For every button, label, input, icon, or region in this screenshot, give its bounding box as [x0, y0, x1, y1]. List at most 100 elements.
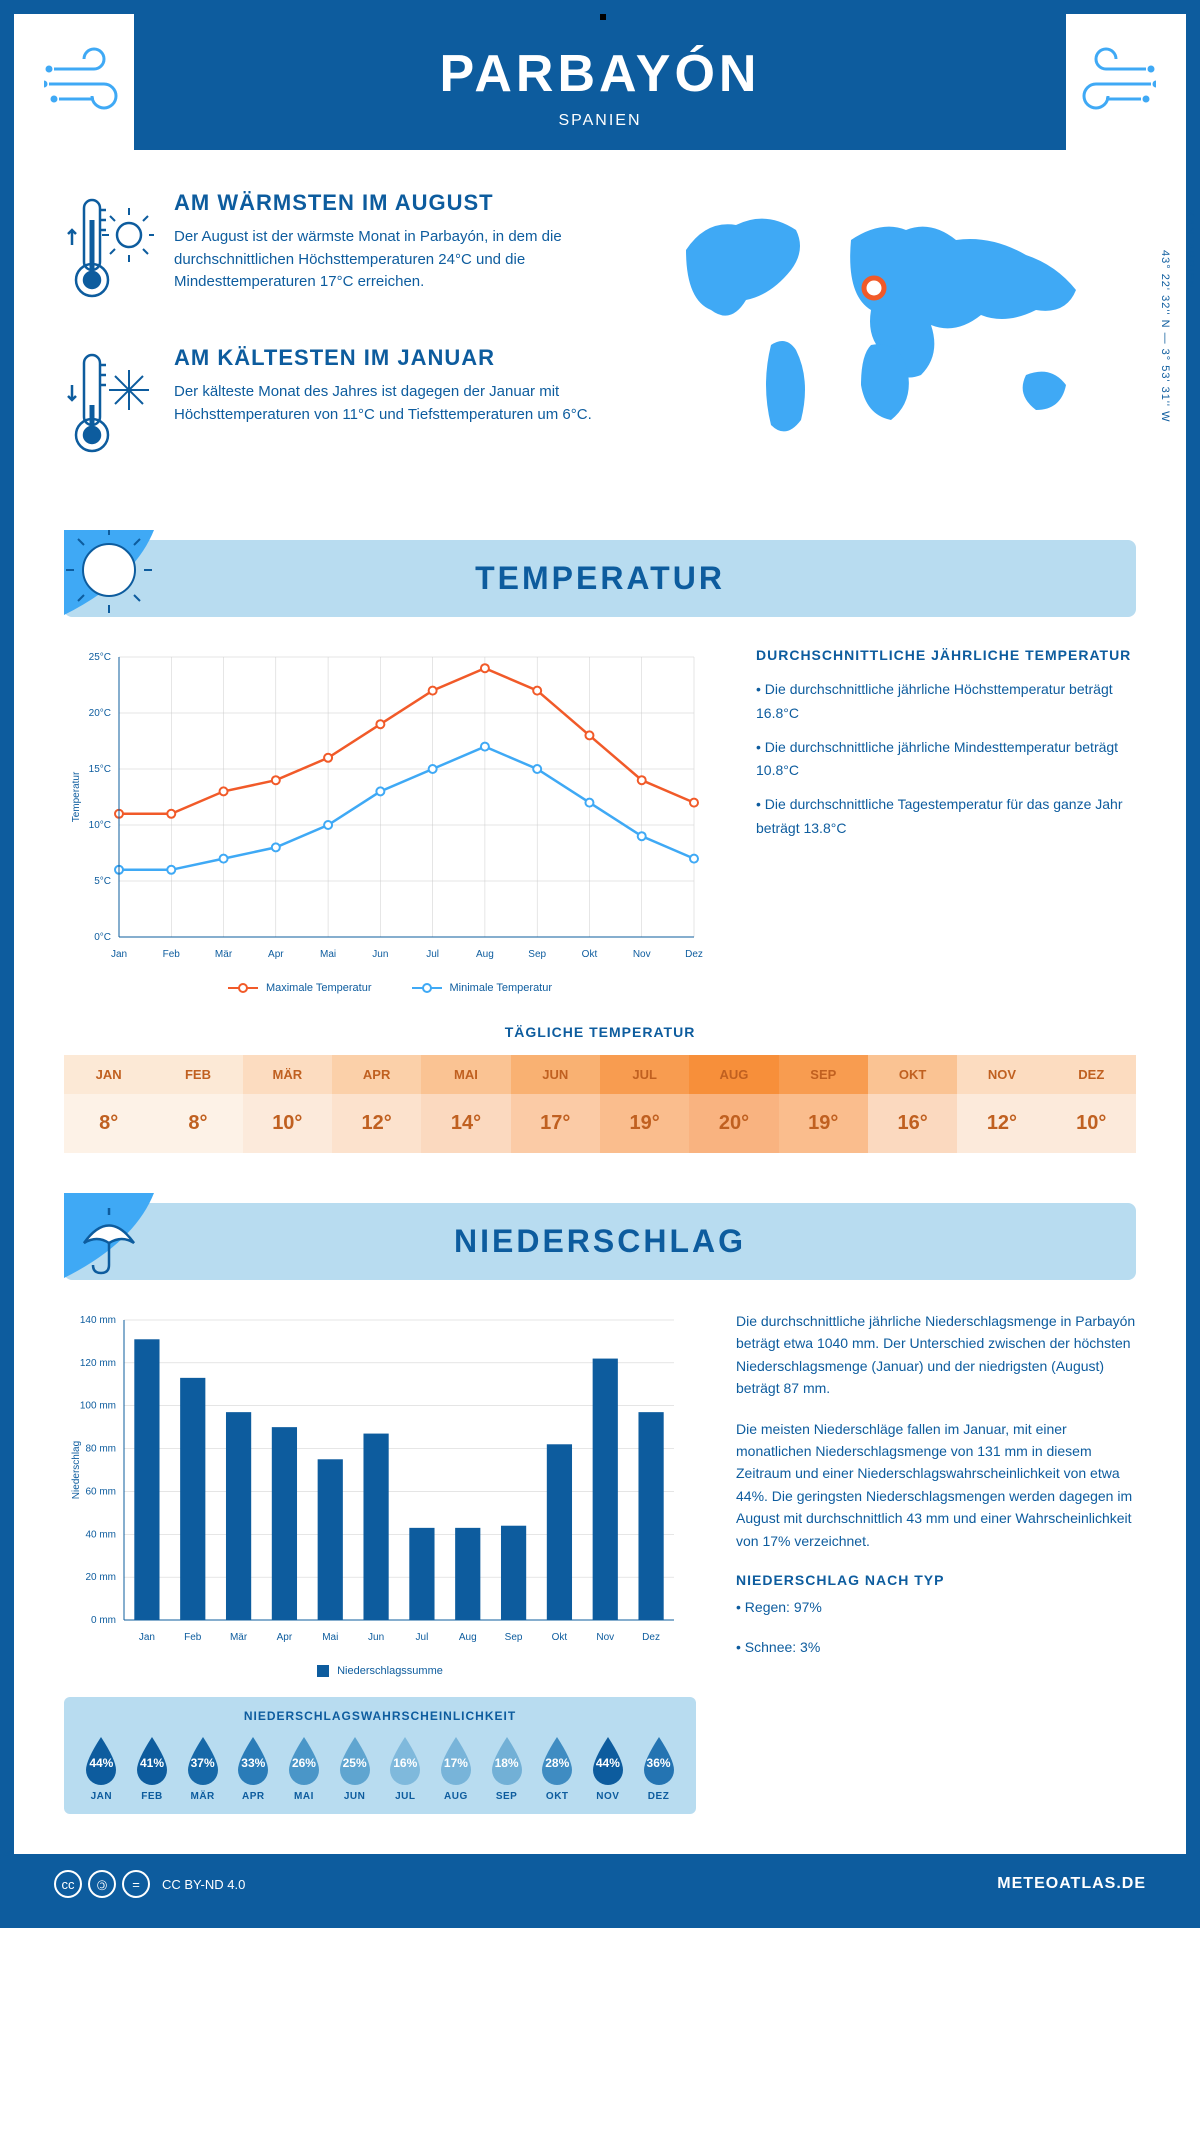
daily-col: SEP19° [779, 1055, 868, 1153]
precip-para: Die meisten Niederschläge fallen im Janu… [736, 1418, 1136, 1552]
page-title: PARBAYÓN [174, 44, 1026, 104]
prob-drop: 41%FEB [132, 1735, 172, 1802]
wind-icon-right [1056, 44, 1156, 129]
temp-section-header: TEMPERATUR [64, 540, 1136, 617]
svg-text:Mai: Mai [322, 1632, 338, 1643]
intro-section: AM WÄRMSTEN IM AUGUST Der August ist der… [64, 190, 1136, 500]
temperature-line-chart: 0°C5°C10°C15°C20°C25°CJanFebMärAprMaiJun… [64, 647, 716, 994]
coldest-text: Der kälteste Monat des Jahres ist dagege… [174, 381, 606, 426]
svg-text:140 mm: 140 mm [80, 1315, 116, 1326]
footer: cc🄯= CC BY-ND 4.0 METEOATLAS.DE [14, 1854, 1186, 1914]
svg-text:Jan: Jan [139, 1632, 155, 1643]
temp-bullet: • Die durchschnittliche jährliche Höchst… [756, 678, 1136, 726]
svg-text:60 mm: 60 mm [85, 1486, 116, 1497]
site-name: METEOATLAS.DE [997, 1875, 1146, 1893]
prob-drop: 44%JAN [81, 1735, 121, 1802]
precip-para: Die durchschnittliche jährliche Niedersc… [736, 1310, 1136, 1400]
svg-text:Mär: Mär [215, 949, 233, 960]
license-text: CC BY-ND 4.0 [162, 1877, 245, 1892]
precip-type-title: NIEDERSCHLAG NACH TYP [736, 1572, 1136, 1588]
temp-info: DURCHSCHNITTLICHE JÄHRLICHE TEMPERATUR •… [756, 647, 1136, 994]
prob-drop: 17%AUG [436, 1735, 476, 1802]
svg-text:Jan: Jan [111, 949, 127, 960]
prob-title: NIEDERSCHLAGSWAHRSCHEINLICHKEIT [76, 1709, 684, 1723]
svg-text:120 mm: 120 mm [80, 1358, 116, 1369]
svg-text:Mär: Mär [230, 1632, 248, 1643]
umbrella-icon [64, 1193, 174, 1298]
svg-text:0 mm: 0 mm [91, 1615, 116, 1626]
svg-text:Niederschlag: Niederschlag [71, 1441, 82, 1499]
map-region: KANTABRIEN [1184, 210, 1196, 289]
svg-text:5°C: 5°C [94, 876, 111, 887]
daily-col: MÄR10° [243, 1055, 332, 1153]
daily-col: JUL19° [600, 1055, 689, 1153]
precip-probability-box: NIEDERSCHLAGSWAHRSCHEINLICHKEIT 44%JAN 41… [64, 1697, 696, 1814]
legend-precip: Niederschlagssumme [317, 1665, 443, 1677]
temp-bullet: • Die durchschnittliche Tagestemperatur … [756, 793, 1136, 841]
temp-bullet: • Die durchschnittliche jährliche Mindes… [756, 736, 1136, 784]
temp-title: TEMPERATUR [84, 560, 1116, 597]
precip-type-bullet: • Schnee: 3% [736, 1636, 1136, 1658]
svg-text:15°C: 15°C [89, 764, 111, 775]
svg-text:25°C: 25°C [89, 652, 111, 663]
svg-text:Sep: Sep [505, 1632, 523, 1643]
legend-max: .legend-item:nth-child(1) .legend-line::… [228, 982, 372, 994]
svg-text:Jul: Jul [426, 949, 439, 960]
svg-text:Dez: Dez [685, 949, 703, 960]
legend-min: .legend-item:nth-child(2) .legend-line::… [412, 982, 553, 994]
svg-text:Jul: Jul [416, 1632, 429, 1643]
daily-temp-table: JAN8°FEB8°MÄR10°APR12°MAI14°JUN17°JUL19°… [64, 1055, 1136, 1153]
svg-text:20°C: 20°C [89, 708, 111, 719]
svg-text:Okt: Okt [582, 949, 598, 960]
temp-info-title: DURCHSCHNITTLICHE JÄHRLICHE TEMPERATUR [756, 647, 1136, 663]
svg-text:Apr: Apr [277, 1632, 293, 1643]
wind-icon-left [44, 44, 144, 129]
svg-text:Nov: Nov [633, 949, 651, 960]
page-subtitle: SPANIEN [174, 112, 1026, 130]
svg-text:80 mm: 80 mm [85, 1444, 116, 1455]
prob-drop: 36%DEZ [639, 1735, 679, 1802]
map-coords: 43° 22' 32'' N — 3° 53' 31'' W [1159, 250, 1171, 422]
precip-text: Die durchschnittliche jährliche Niedersc… [736, 1310, 1136, 1814]
daily-col: FEB8° [153, 1055, 242, 1153]
prob-drop: 33%APR [233, 1735, 273, 1802]
svg-text:20 mm: 20 mm [85, 1572, 116, 1583]
thermometer-cold-icon [64, 345, 154, 470]
daily-col: NOV12° [957, 1055, 1046, 1153]
svg-text:0°C: 0°C [94, 932, 111, 943]
daily-col: MAI14° [421, 1055, 510, 1153]
infographic-frame: PARBAYÓN SPANIEN AM WÄRMSTEN IM AUGUST D… [0, 0, 1200, 1928]
svg-text:Aug: Aug [476, 949, 494, 960]
svg-text:Nov: Nov [596, 1632, 614, 1643]
warmest-title: AM WÄRMSTEN IM AUGUST [174, 190, 606, 216]
coldest-title: AM KÄLTESTEN IM JANUAR [174, 345, 606, 371]
daily-col: JUN17° [511, 1055, 600, 1153]
svg-text:Dez: Dez [642, 1632, 660, 1643]
svg-text:Sep: Sep [528, 949, 546, 960]
svg-text:Temperatur: Temperatur [71, 771, 82, 822]
precip-type-bullet: • Regen: 97% [736, 1596, 1136, 1618]
prob-drop: 26%MAI [284, 1735, 324, 1802]
svg-text:Okt: Okt [552, 1632, 568, 1643]
svg-text:Jun: Jun [368, 1632, 384, 1643]
sun-icon [64, 530, 174, 635]
prob-drop: 44%NOV [588, 1735, 628, 1802]
daily-temp-title: TÄGLICHE TEMPERATUR [64, 1024, 1136, 1040]
warmest-text: Der August ist der wärmste Monat in Parb… [174, 226, 606, 294]
svg-text:Aug: Aug [459, 1632, 477, 1643]
svg-text:Feb: Feb [184, 1632, 202, 1643]
prob-drop: 37%MÄR [183, 1735, 223, 1802]
prob-drop: 16%JUL [385, 1735, 425, 1802]
prob-drop: 28%OKT [537, 1735, 577, 1802]
svg-text:100 mm: 100 mm [80, 1401, 116, 1412]
daily-col: DEZ10° [1047, 1055, 1136, 1153]
precip-title: NIEDERSCHLAG [84, 1223, 1116, 1260]
prob-drop: 25%JUN [335, 1735, 375, 1802]
svg-text:Mai: Mai [320, 949, 336, 960]
svg-text:Feb: Feb [163, 949, 181, 960]
daily-col: JAN8° [64, 1055, 153, 1153]
world-map: KANTABRIEN 43° 22' 32'' N — 3° 53' 31'' … [656, 190, 1136, 500]
daily-col: OKT16° [868, 1055, 957, 1153]
svg-text:40 mm: 40 mm [85, 1529, 116, 1540]
precip-section-header: NIEDERSCHLAG [64, 1203, 1136, 1280]
